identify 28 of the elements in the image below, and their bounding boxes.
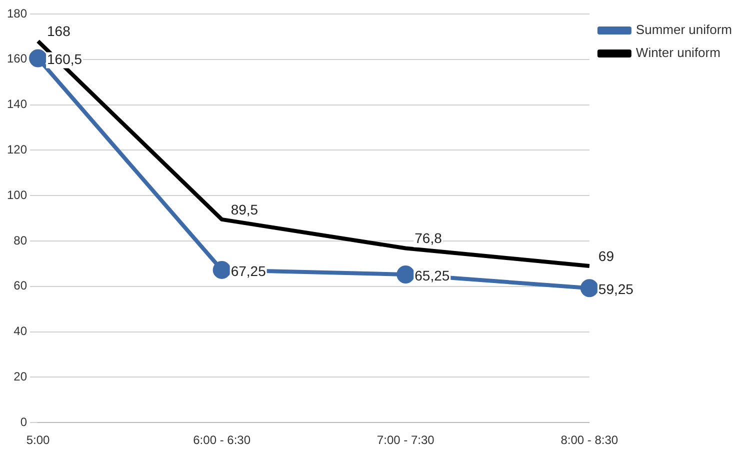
data-label: 69	[598, 248, 614, 264]
y-tick-label: 120	[6, 142, 28, 157]
y-tick-label: 20	[14, 370, 28, 384]
data-label: 59,25	[598, 280, 634, 297]
data-label: 67,25	[230, 262, 266, 279]
point	[29, 49, 48, 68]
point	[212, 260, 231, 279]
x-tick-label: 6:00 - 6:30	[193, 433, 251, 448]
point	[396, 265, 415, 284]
y-tick-label: 140	[6, 97, 28, 112]
legend-label: Winter uniform	[636, 45, 720, 60]
y-tick-label: 160	[6, 52, 28, 66]
y-tick-label: 80	[14, 233, 28, 248]
point	[580, 279, 598, 298]
y-tick-label: 40	[14, 324, 28, 338]
data-label: 76,8	[414, 230, 442, 246]
x-tick-label: 7:00 - 7:30	[376, 433, 435, 448]
y-tick-label: 0	[20, 414, 28, 429]
data-label: 160,5	[47, 51, 82, 68]
y-tick-label: 60	[14, 278, 28, 293]
y-tick-label: 180	[6, 6, 28, 20]
y-tick-label: 100	[6, 188, 28, 202]
x-tick-label: 5:00	[26, 433, 50, 448]
data-label: 65,25	[414, 267, 450, 284]
x-tick-label: 8:00 - 8:30	[560, 433, 618, 448]
data-label: 168	[47, 23, 71, 40]
data-label: 89,5	[230, 201, 258, 218]
legend-label: Summer uniform	[636, 22, 732, 38]
